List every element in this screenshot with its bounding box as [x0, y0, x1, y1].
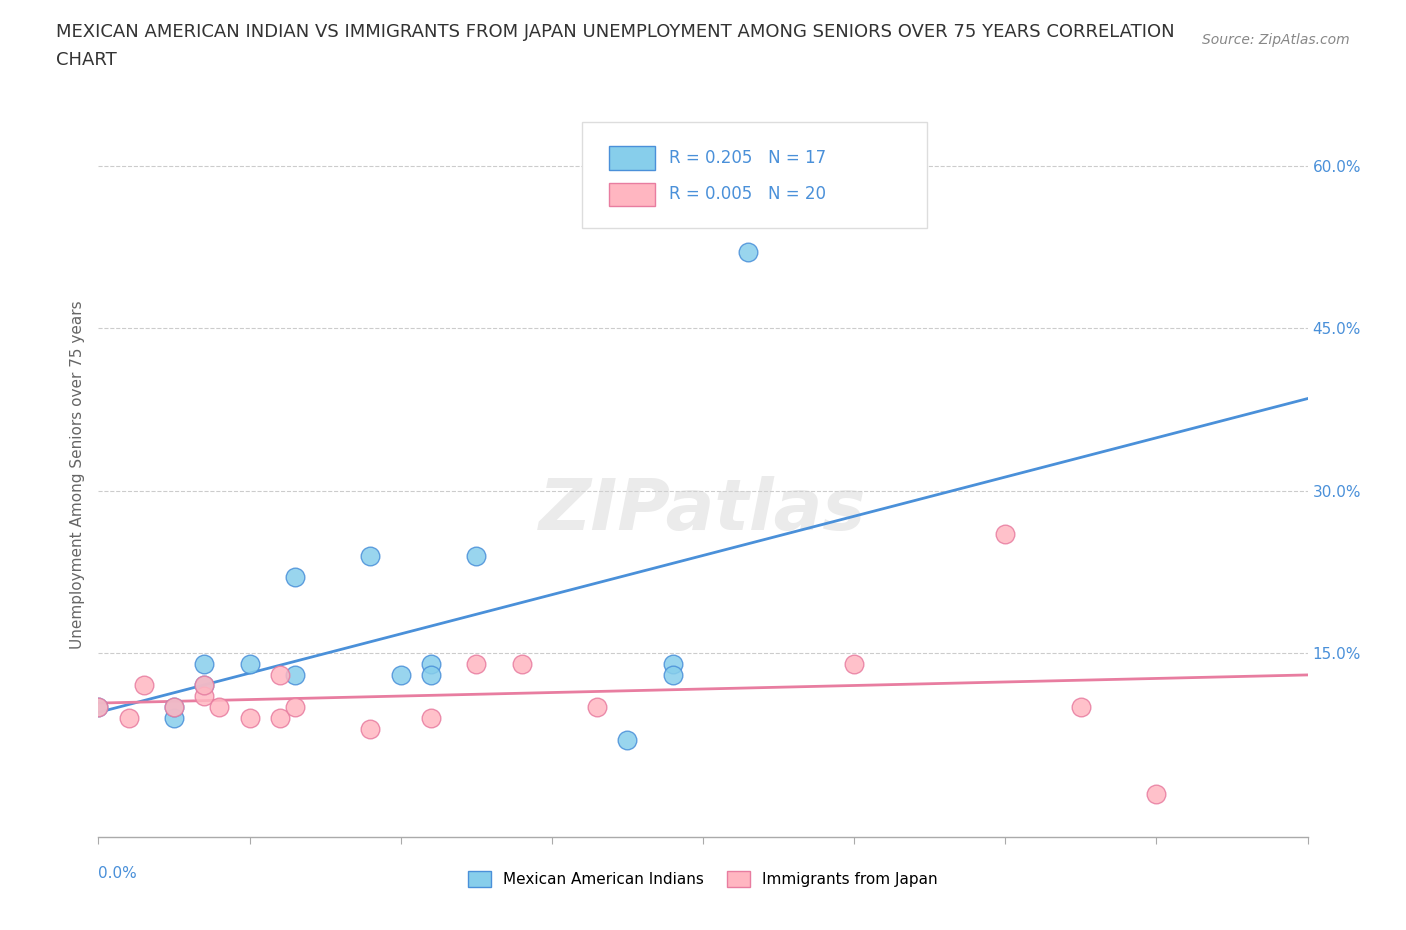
Point	[360, 548, 382, 563]
Point	[163, 699, 186, 714]
FancyBboxPatch shape	[582, 123, 927, 228]
Point	[1070, 699, 1092, 714]
Point	[132, 678, 155, 693]
Point	[193, 678, 215, 693]
FancyBboxPatch shape	[609, 182, 655, 206]
Point	[284, 667, 307, 682]
Point	[994, 526, 1017, 541]
Point	[193, 678, 215, 693]
Point	[844, 657, 866, 671]
Y-axis label: Unemployment Among Seniors over 75 years: Unemployment Among Seniors over 75 years	[69, 300, 84, 648]
Point	[465, 657, 488, 671]
Point	[420, 667, 443, 682]
Point	[616, 732, 638, 747]
Point	[118, 711, 141, 725]
Point	[737, 245, 759, 259]
FancyBboxPatch shape	[609, 146, 655, 169]
Text: R = 0.005   N = 20: R = 0.005 N = 20	[669, 185, 827, 204]
Point	[360, 722, 382, 737]
Text: ZIPatlas: ZIPatlas	[540, 476, 866, 545]
Legend: Mexican American Indians, Immigrants from Japan: Mexican American Indians, Immigrants fro…	[461, 863, 945, 895]
Point	[284, 570, 307, 585]
Point	[420, 711, 443, 725]
Point	[269, 667, 291, 682]
Point	[389, 667, 412, 682]
Point	[661, 657, 683, 671]
Point	[284, 699, 307, 714]
Text: 0.0%: 0.0%	[98, 866, 138, 881]
Point	[510, 657, 533, 671]
Point	[208, 699, 231, 714]
Text: R = 0.205   N = 17: R = 0.205 N = 17	[669, 149, 827, 167]
Point	[193, 689, 215, 704]
Point	[163, 699, 186, 714]
Point	[1146, 786, 1168, 801]
Text: CHART: CHART	[56, 51, 117, 69]
Point	[420, 657, 443, 671]
Point	[239, 657, 262, 671]
Text: Source: ZipAtlas.com: Source: ZipAtlas.com	[1202, 33, 1350, 46]
Point	[87, 699, 110, 714]
Point	[193, 657, 215, 671]
Text: MEXICAN AMERICAN INDIAN VS IMMIGRANTS FROM JAPAN UNEMPLOYMENT AMONG SENIORS OVER: MEXICAN AMERICAN INDIAN VS IMMIGRANTS FR…	[56, 23, 1175, 41]
Point	[239, 711, 262, 725]
Point	[269, 711, 291, 725]
Point	[163, 711, 186, 725]
Point	[661, 667, 683, 682]
Point	[87, 699, 110, 714]
Point	[465, 548, 488, 563]
Point	[586, 699, 609, 714]
